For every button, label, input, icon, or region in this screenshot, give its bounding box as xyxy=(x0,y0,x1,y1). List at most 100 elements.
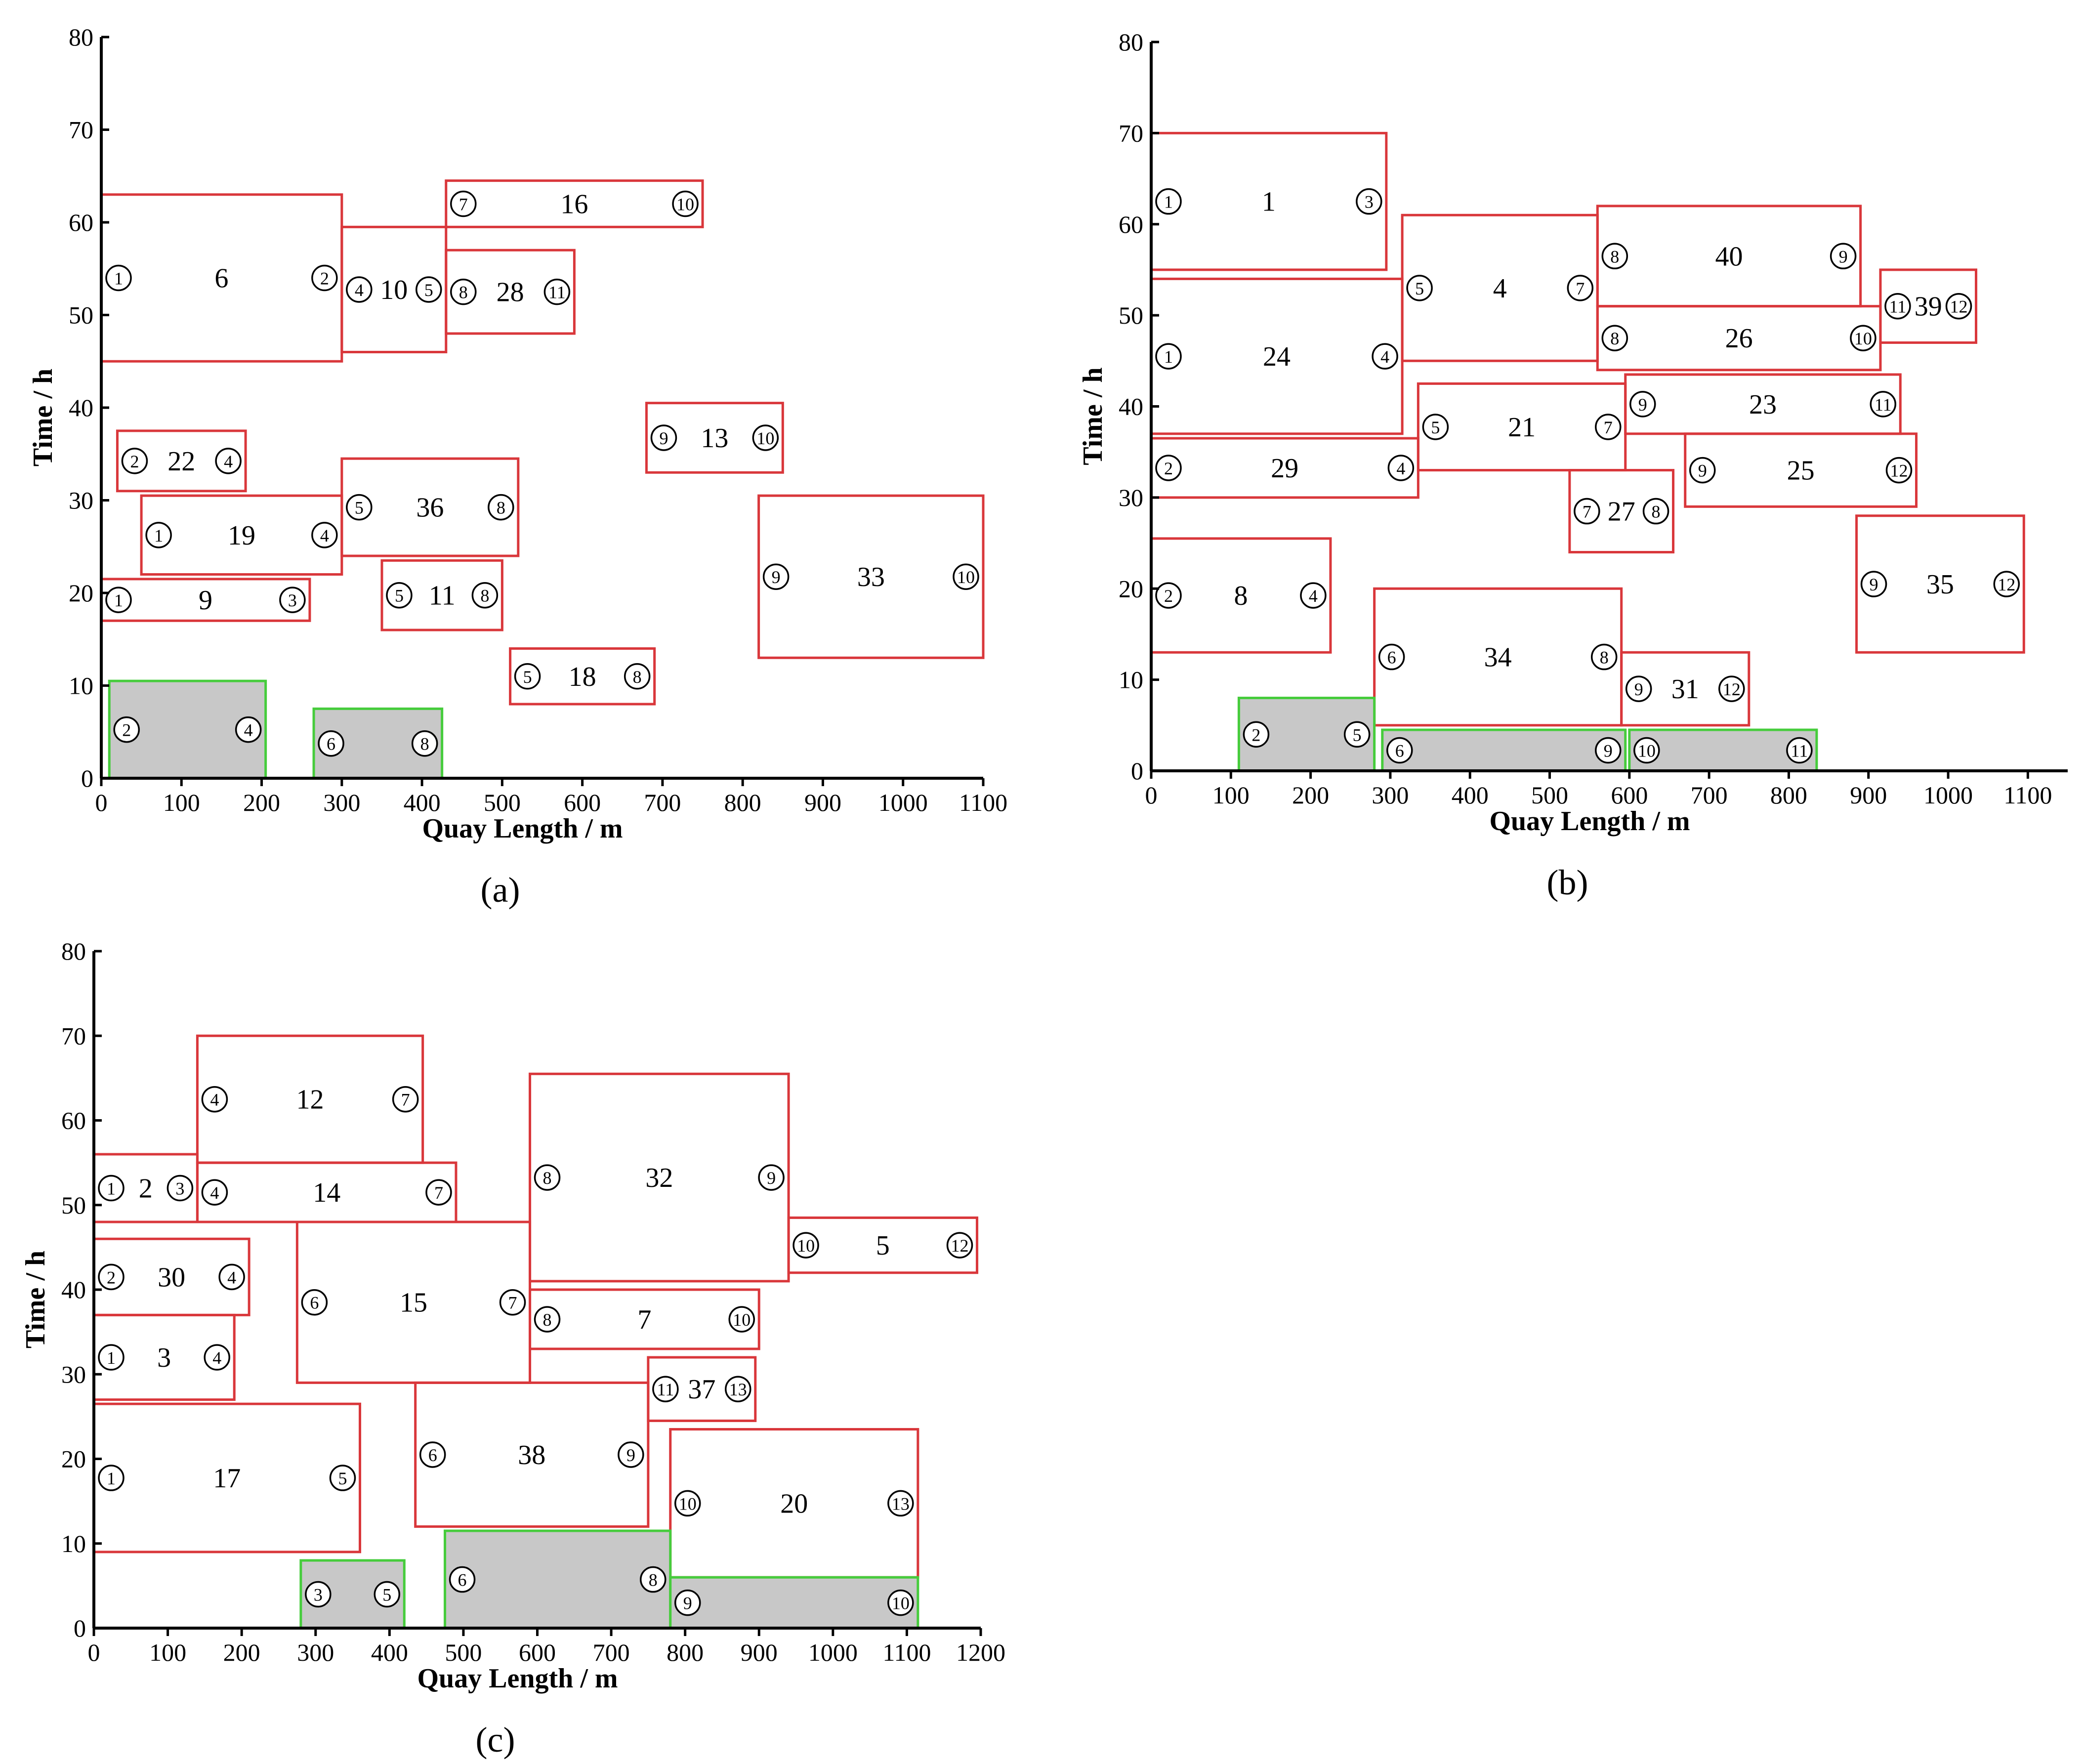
vessel-id-label: 18 xyxy=(569,662,596,692)
end-crane-label: 7 xyxy=(401,1090,410,1110)
start-crane-marker xyxy=(1386,737,1413,764)
vessel-id-label: 29 xyxy=(1271,453,1298,484)
end-crane-marker xyxy=(752,424,779,451)
end-crane-marker xyxy=(640,1566,667,1593)
start-crane-label: 2 xyxy=(1251,725,1260,745)
start-crane-marker xyxy=(1378,643,1405,671)
vessel-id-label: 39 xyxy=(1915,292,1942,322)
y-tick-label: 40 xyxy=(1119,393,1143,420)
x-tick-label: 400 xyxy=(371,1638,408,1666)
end-crane-marker xyxy=(1595,737,1622,764)
x-tick-label: 600 xyxy=(519,1638,556,1666)
end-crane-marker xyxy=(672,190,699,217)
panel-label: (a) xyxy=(481,870,520,910)
start-crane-marker xyxy=(98,1465,125,1491)
end-crane-marker xyxy=(1786,737,1813,764)
start-crane-marker xyxy=(450,190,477,217)
end-crane-marker xyxy=(204,1344,230,1371)
end-crane-label: 3 xyxy=(288,590,297,610)
y-tick-label: 50 xyxy=(1119,301,1143,329)
start-crane-label: 5 xyxy=(395,586,404,606)
vessel-rect xyxy=(787,1216,979,1274)
end-crane-label: 11 xyxy=(1791,741,1808,761)
end-crane-marker xyxy=(624,663,651,690)
end-crane-label: 9 xyxy=(1604,741,1613,761)
start-crane-label: 10 xyxy=(797,1236,815,1256)
end-crane-marker xyxy=(543,278,571,305)
start-crane-label: 11 xyxy=(1889,297,1907,317)
end-crane-marker xyxy=(392,1086,419,1113)
vessel-id-label: 30 xyxy=(158,1262,185,1293)
x-tick-label: 800 xyxy=(1770,781,1807,809)
end-crane-marker xyxy=(1830,243,1857,270)
x-tick-label: 700 xyxy=(593,1638,630,1666)
start-crane-marker xyxy=(792,1232,819,1259)
vessel-id-label: 32 xyxy=(645,1163,673,1193)
vessel-id-label: 12 xyxy=(296,1085,324,1115)
end-crane-marker xyxy=(488,494,514,521)
end-crane-marker xyxy=(1590,643,1618,671)
start-crane-marker xyxy=(98,1263,125,1291)
end-crane-label: 8 xyxy=(497,498,505,518)
end-crane-label: 10 xyxy=(733,1310,751,1330)
vessel-id-label: 22 xyxy=(167,446,195,477)
vessel-rect xyxy=(1855,514,2025,654)
end-crane-label: 8 xyxy=(1600,648,1609,668)
start-crane-marker xyxy=(419,1441,446,1468)
start-crane-label: 9 xyxy=(1634,679,1643,699)
vessel-id-label: 28 xyxy=(497,277,524,308)
start-crane-label: 8 xyxy=(1610,247,1619,266)
x-tick-label: 900 xyxy=(1850,781,1887,809)
x-tick-label: 200 xyxy=(1292,781,1329,809)
y-tick-label: 0 xyxy=(81,764,93,792)
start-crane-label: 6 xyxy=(458,1570,467,1590)
start-crane-marker xyxy=(346,276,373,303)
x-tick-label: 900 xyxy=(804,789,841,816)
start-crane-label: 5 xyxy=(1431,418,1440,437)
vessel-id-label: 15 xyxy=(400,1288,427,1318)
y-tick-label: 30 xyxy=(61,1360,86,1388)
x-tick-label: 500 xyxy=(1531,781,1568,809)
end-crane-label: 12 xyxy=(1950,297,1968,317)
start-crane-label: 7 xyxy=(459,195,468,214)
start-crane-label: 4 xyxy=(210,1090,219,1110)
end-crane-label: 8 xyxy=(633,667,642,687)
x-tick-label: 0 xyxy=(95,789,108,816)
end-crane-label: 12 xyxy=(1998,575,2015,594)
vessel-id-label: 8 xyxy=(1234,581,1248,611)
x-tick-label: 600 xyxy=(564,789,601,816)
y-tick-label: 40 xyxy=(69,394,93,421)
start-crane-marker xyxy=(346,494,373,521)
x-tick-label: 100 xyxy=(163,789,200,816)
end-crane-marker xyxy=(416,276,442,303)
end-crane-marker xyxy=(235,716,262,743)
existing-vessel-rect xyxy=(444,1529,672,1630)
y-axis-title: Time / h xyxy=(20,1251,51,1348)
start-crane-label: 2 xyxy=(130,452,139,471)
end-crane-label: 5 xyxy=(1353,725,1362,745)
start-crane-label: 1 xyxy=(114,590,123,610)
start-crane-label: 6 xyxy=(327,734,335,754)
x-tick-label: 1000 xyxy=(808,1638,858,1666)
y-tick-label: 50 xyxy=(61,1191,86,1219)
end-crane-marker xyxy=(1870,391,1897,418)
end-crane-marker xyxy=(728,1306,755,1333)
start-crane-marker xyxy=(1155,582,1182,609)
vessel-rect xyxy=(1879,268,1978,344)
start-crane-label: 8 xyxy=(1610,329,1619,348)
y-tick-label: 70 xyxy=(61,1022,86,1050)
x-tick-label: 700 xyxy=(1691,781,1728,809)
end-crane-label: 7 xyxy=(434,1183,443,1203)
end-crane-label: 11 xyxy=(548,283,566,302)
y-axis-title: Time / h xyxy=(28,369,58,466)
y-tick-label: 20 xyxy=(69,579,93,607)
y-tick-label: 70 xyxy=(1119,119,1143,147)
vessel-id-label: 11 xyxy=(429,581,456,611)
start-crane-label: 1 xyxy=(107,1348,116,1368)
start-crane-label: 1 xyxy=(1164,347,1173,367)
start-crane-label: 9 xyxy=(1638,395,1647,415)
vessel-rect xyxy=(645,402,784,474)
start-crane-label: 1 xyxy=(1164,192,1173,212)
x-tick-label: 1000 xyxy=(1923,781,1973,809)
